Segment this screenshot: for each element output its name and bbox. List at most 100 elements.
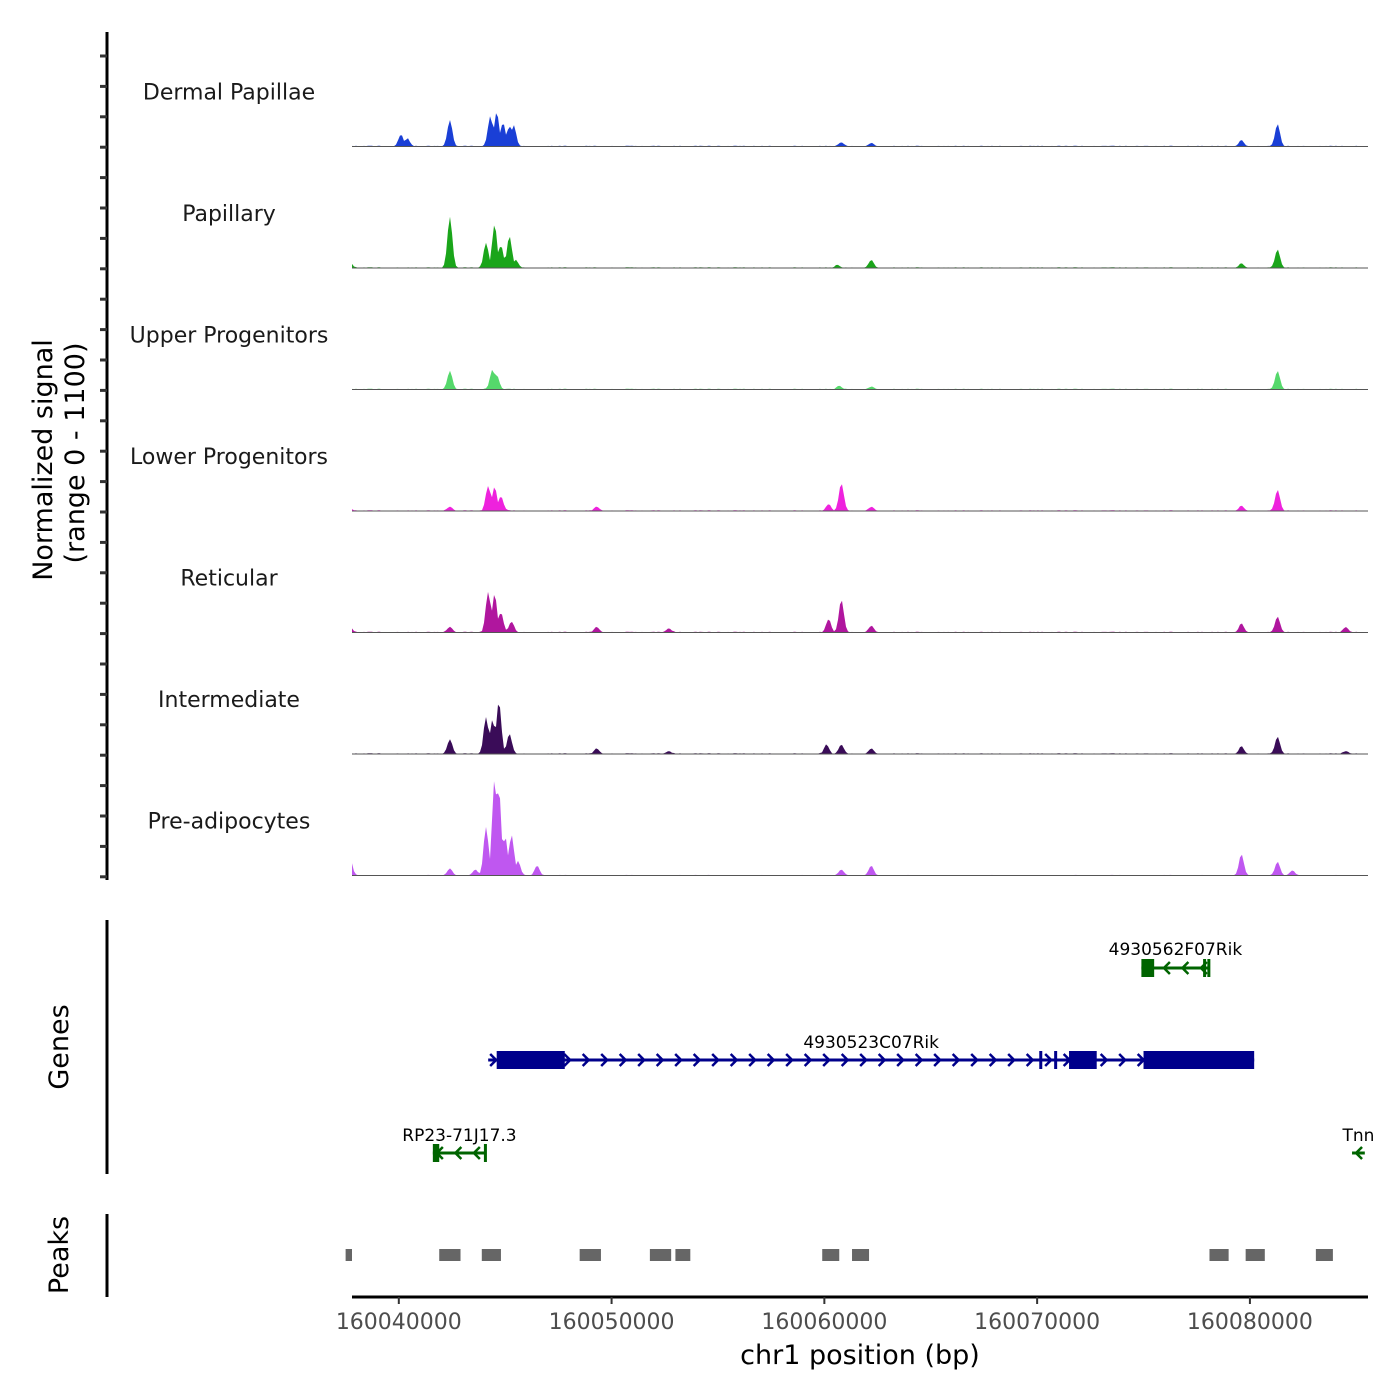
signal-track: Dermal Papillae xyxy=(143,81,1368,147)
strand-arrow-icon xyxy=(618,1053,628,1067)
signal-area xyxy=(352,704,1368,754)
strand-arrow-icon xyxy=(1118,1053,1127,1067)
strand-arrow-icon xyxy=(803,1053,813,1067)
strand-arrow-icon xyxy=(1025,1053,1035,1067)
strand-arrow-icon xyxy=(914,1053,924,1067)
strand-arrow-icon xyxy=(1007,1053,1016,1067)
track-label: Papillary xyxy=(182,202,276,227)
gene-track: 4930562F07Rik 4930523C07Rik RP23-71J17.3 Tn… xyxy=(402,940,1374,1162)
signal-area xyxy=(352,591,1368,633)
signal-area xyxy=(352,216,1368,268)
strand-arrow-icon xyxy=(970,1053,979,1067)
gene-label: RP23-71J17.3 xyxy=(402,1126,516,1146)
signal-track: Reticular xyxy=(180,567,1368,633)
x-tick-label: 160050000 xyxy=(549,1310,675,1335)
signal-track: Pre-adipocytes xyxy=(148,781,1368,876)
gene-model: Tnn xyxy=(1341,1126,1374,1160)
strand-arrow-icon xyxy=(1044,1053,1053,1067)
gene-exon xyxy=(432,1144,440,1162)
strand-arrow-icon xyxy=(674,1053,683,1067)
signal-area xyxy=(352,113,1368,147)
signal-track: Upper Progenitors xyxy=(130,324,1368,390)
track-label: Lower Progenitors xyxy=(130,445,328,470)
gene-exon xyxy=(1207,959,1211,977)
signal-area xyxy=(352,484,1368,511)
strand-arrow-icon xyxy=(1354,1146,1363,1160)
peak-region xyxy=(481,1249,501,1261)
strand-arrow-icon xyxy=(581,1053,591,1067)
gene-exon xyxy=(1143,1051,1255,1069)
x-tick-label: 160080000 xyxy=(1187,1310,1313,1335)
gene-model: 4930523C07Rik xyxy=(488,1033,1255,1069)
x-axis-ticks: 160040000 160050000 160060000 160070000 1600… xyxy=(336,1297,1313,1335)
signal-y-axis xyxy=(100,32,109,880)
gene-exon xyxy=(1141,959,1155,977)
x-tick-label: 160040000 xyxy=(336,1310,462,1335)
peak-region xyxy=(1315,1249,1333,1261)
strand-arrow-icon xyxy=(655,1053,665,1067)
strand-arrow-icon xyxy=(785,1053,794,1067)
gene-model: RP23-71J17.3 xyxy=(402,1126,517,1162)
track-label: Upper Progenitors xyxy=(130,324,329,349)
gene-exon xyxy=(496,1051,565,1069)
signal-area xyxy=(352,369,1368,390)
gene-model: 4930562F07Rik xyxy=(1109,940,1243,977)
x-tick-label: 160060000 xyxy=(761,1310,887,1335)
strand-arrow-icon xyxy=(1099,1053,1109,1067)
strand-arrow-icon xyxy=(859,1053,868,1067)
peak-region xyxy=(675,1249,691,1261)
x-axis-title: chr1 position (bp) xyxy=(740,1340,980,1371)
peaks-track xyxy=(345,1249,1333,1261)
peak-region xyxy=(439,1249,461,1261)
gene-exon xyxy=(483,1144,487,1162)
strand-arrow-icon xyxy=(766,1053,776,1067)
gene-label: Tnn xyxy=(1341,1126,1374,1146)
signal-track: Papillary xyxy=(182,202,1368,269)
genes-panel-label: Genes xyxy=(44,1004,75,1089)
strand-arrow-icon xyxy=(933,1053,942,1067)
strand-arrow-icon xyxy=(951,1053,961,1067)
peak-region xyxy=(649,1249,672,1261)
gene-exon xyxy=(1039,1051,1043,1069)
y-axis-title: Normalized signal xyxy=(28,339,59,581)
strand-arrow-icon xyxy=(748,1053,757,1067)
strand-arrow-icon xyxy=(822,1053,831,1067)
strand-arrow-icon xyxy=(472,1146,481,1160)
gene-exon xyxy=(1054,1051,1058,1069)
strand-arrow-icon xyxy=(729,1053,739,1067)
strand-arrow-icon xyxy=(637,1053,646,1067)
peak-region xyxy=(345,1249,352,1261)
peak-region xyxy=(1209,1249,1229,1261)
peak-region xyxy=(822,1249,840,1261)
track-label: Intermediate xyxy=(158,688,300,713)
y-axis-subtitle: (range 0 - 1100) xyxy=(60,343,91,564)
strand-arrow-icon xyxy=(988,1053,998,1067)
strand-arrow-icon xyxy=(489,1053,498,1067)
gene-exon xyxy=(1203,959,1207,977)
gene-label: 4930562F07Rik xyxy=(1109,940,1243,960)
track-label: Pre-adipocytes xyxy=(148,810,311,835)
strand-arrow-icon xyxy=(1180,961,1190,975)
strand-arrow-icon xyxy=(692,1053,702,1067)
strand-arrow-icon xyxy=(896,1053,905,1067)
x-tick-label: 160070000 xyxy=(974,1310,1100,1335)
gene-label: 4930523C07Rik xyxy=(803,1033,939,1053)
strand-arrow-icon xyxy=(1162,961,1171,975)
strand-arrow-icon xyxy=(711,1053,720,1067)
signal-area xyxy=(352,781,1368,876)
peak-region xyxy=(579,1249,601,1261)
track-label: Dermal Papillae xyxy=(143,81,315,106)
signal-track: Lower Progenitors xyxy=(130,445,1368,512)
peak-region xyxy=(852,1249,870,1261)
strand-arrow-icon xyxy=(600,1053,609,1067)
track-label: Reticular xyxy=(180,567,278,592)
signal-tracks: Dermal Papillae Papillary Upper Progenitor… xyxy=(130,81,1368,876)
strand-arrow-icon xyxy=(453,1146,463,1160)
signal-track: Intermediate xyxy=(158,688,1368,755)
peaks-panel-label: Peaks xyxy=(44,1216,75,1294)
gene-exon xyxy=(1069,1051,1097,1069)
strand-arrow-icon xyxy=(840,1053,850,1067)
strand-arrow-icon xyxy=(563,1053,572,1067)
peak-region xyxy=(1245,1249,1265,1261)
